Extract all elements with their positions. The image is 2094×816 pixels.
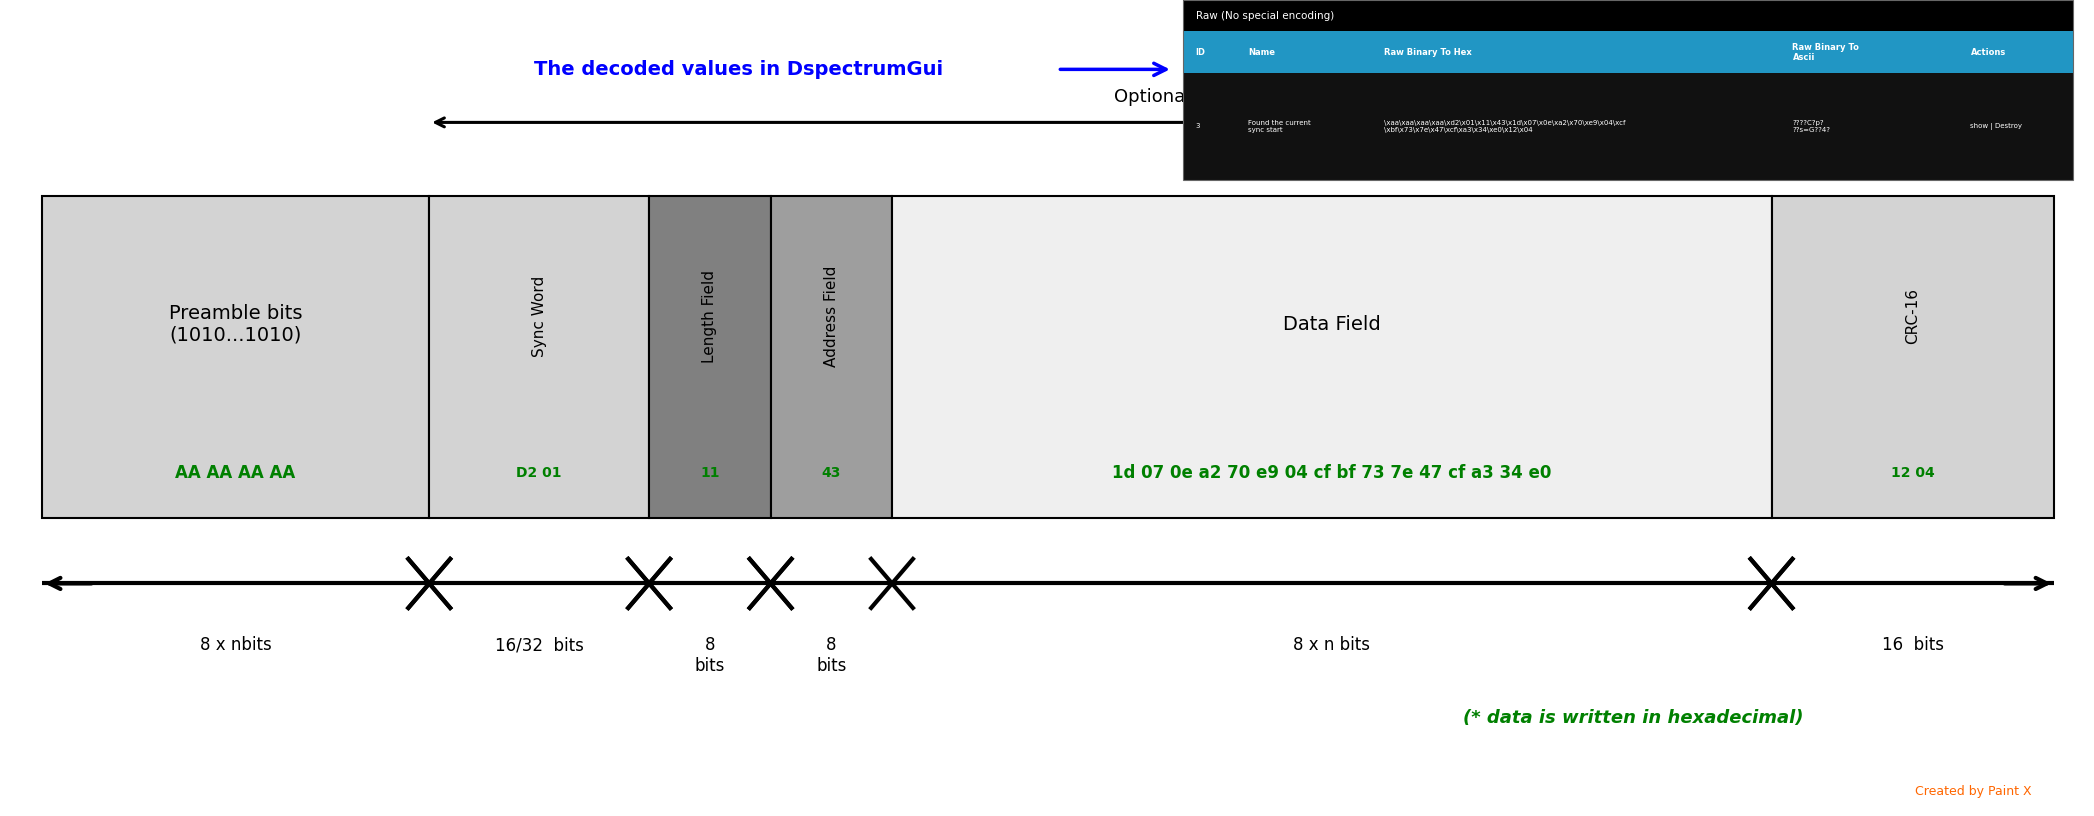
FancyBboxPatch shape <box>42 196 429 518</box>
Text: Name: Name <box>1248 47 1275 57</box>
Text: 16/32  bits: 16/32 bits <box>494 636 584 654</box>
Text: Address Field: Address Field <box>823 265 840 367</box>
Text: Actions: Actions <box>1970 47 2006 57</box>
Text: 11: 11 <box>699 466 720 481</box>
Text: AA AA AA AA: AA AA AA AA <box>176 464 295 482</box>
FancyBboxPatch shape <box>771 196 892 518</box>
Text: 3: 3 <box>1196 123 1200 130</box>
Text: 12 04: 12 04 <box>1891 466 1935 481</box>
Text: Raw Binary To Hex: Raw Binary To Hex <box>1384 47 1472 57</box>
Text: ????C?p?
??s=G??4?: ????C?p? ??s=G??4? <box>1792 120 1830 133</box>
FancyBboxPatch shape <box>1183 31 2073 73</box>
Text: 43: 43 <box>821 466 842 481</box>
Text: Created by Paint X: Created by Paint X <box>1914 785 2031 798</box>
Text: 8 x nbits: 8 x nbits <box>199 636 272 654</box>
Text: ID: ID <box>1196 47 1206 57</box>
Text: 1d 07 0e a2 70 e9 04 cf bf 73 7e 47 cf a3 34 e0: 1d 07 0e a2 70 e9 04 cf bf 73 7e 47 cf a… <box>1112 464 1552 482</box>
Text: Sync Word: Sync Word <box>532 276 547 357</box>
FancyBboxPatch shape <box>649 196 771 518</box>
FancyBboxPatch shape <box>1183 73 2073 180</box>
Text: Raw Binary To
Ascii: Raw Binary To Ascii <box>1792 42 1859 62</box>
Text: Optional CRC-16 Calculation: Optional CRC-16 Calculation <box>1114 88 1369 106</box>
Text: Data Field: Data Field <box>1284 315 1380 334</box>
Text: 8 x n bits: 8 x n bits <box>1294 636 1369 654</box>
Text: CRC-16: CRC-16 <box>1906 288 1920 344</box>
Text: (* data is written in hexadecimal): (* data is written in hexadecimal) <box>1464 709 1803 727</box>
Text: 8
bits: 8 bits <box>695 636 725 676</box>
Text: Length Field: Length Field <box>701 270 718 362</box>
FancyBboxPatch shape <box>892 196 1772 518</box>
Text: The decoded values in DspectrumGui: The decoded values in DspectrumGui <box>534 60 942 79</box>
Text: show | Destroy: show | Destroy <box>1970 123 2023 130</box>
Text: Preamble bits
(1010...1010): Preamble bits (1010...1010) <box>170 304 302 345</box>
FancyBboxPatch shape <box>1183 0 2073 31</box>
Text: 16  bits: 16 bits <box>1883 636 1943 654</box>
FancyBboxPatch shape <box>429 196 649 518</box>
Text: Raw (No special encoding): Raw (No special encoding) <box>1196 11 1334 20</box>
Text: 8
bits: 8 bits <box>817 636 846 676</box>
FancyBboxPatch shape <box>1772 196 2054 518</box>
Text: D2 01: D2 01 <box>517 466 561 481</box>
Text: Found the current
sync start: Found the current sync start <box>1248 120 1311 133</box>
Text: \xaa\xaa\xaa\xaa\xd2\x01\x11\x43\x1d\x07\x0e\xa2\x70\xe9\x04\xcf
\xbf\x73\x7e\x4: \xaa\xaa\xaa\xaa\xd2\x01\x11\x43\x1d\x07… <box>1384 120 1625 133</box>
